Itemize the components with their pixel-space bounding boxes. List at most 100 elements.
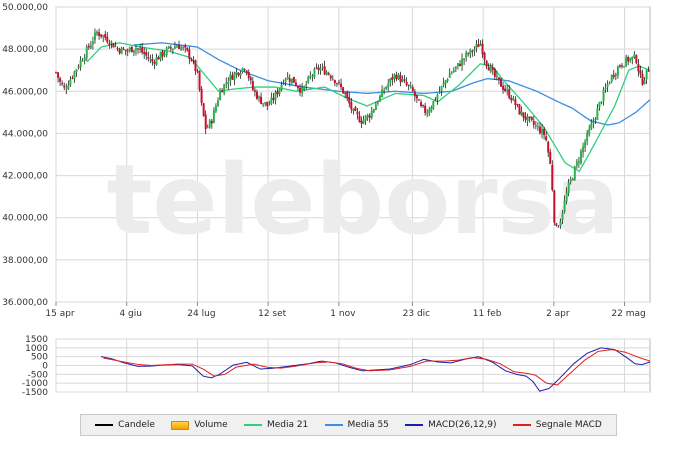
candle-body bbox=[467, 53, 470, 55]
candle-body bbox=[245, 70, 248, 74]
signal-line bbox=[103, 349, 651, 386]
legend-label: Volume bbox=[194, 420, 228, 430]
candle-body bbox=[106, 36, 109, 43]
candle-body bbox=[473, 49, 476, 52]
candle-body bbox=[586, 132, 589, 142]
price-y-tick-label: 42.000,00 bbox=[2, 172, 48, 182]
candle-body bbox=[155, 57, 158, 65]
candle-body bbox=[262, 103, 265, 105]
macd-line bbox=[100, 347, 651, 392]
candle-body bbox=[606, 84, 609, 87]
candle-body bbox=[321, 67, 324, 68]
candle-body bbox=[61, 83, 64, 85]
candle-body bbox=[329, 75, 332, 79]
candle-body bbox=[337, 81, 340, 83]
candle-body bbox=[75, 69, 78, 72]
candle-body bbox=[153, 62, 156, 64]
candle-body bbox=[579, 151, 582, 163]
legend-item-segnale-macd: Segnale MACD bbox=[512, 420, 602, 430]
candle-body bbox=[196, 70, 199, 72]
candle-body bbox=[526, 116, 529, 122]
candle-body bbox=[151, 58, 154, 62]
candle-body bbox=[98, 32, 101, 36]
candle-body bbox=[647, 70, 650, 72]
candle-body bbox=[475, 44, 478, 49]
candle-body bbox=[268, 104, 271, 106]
candle-body bbox=[342, 87, 345, 94]
candle-body bbox=[157, 57, 160, 60]
candle-body bbox=[379, 95, 382, 102]
candle-body bbox=[643, 80, 646, 84]
legend-label: Segnale MACD bbox=[535, 420, 602, 430]
candle-body bbox=[344, 92, 347, 94]
candle-body bbox=[360, 120, 363, 124]
candle-body bbox=[83, 57, 86, 61]
candle-body bbox=[255, 91, 258, 99]
date-x-axis: 15 apr 4 giu 24 lug 12 set 1 nov 23 dic 11 feb… bbox=[45, 302, 646, 319]
candle-body bbox=[184, 45, 187, 48]
legend-item-candele: Candele bbox=[95, 420, 155, 430]
candle-body bbox=[543, 128, 546, 136]
candle-body bbox=[214, 105, 217, 112]
candle-body bbox=[335, 83, 338, 84]
candle-body bbox=[319, 68, 322, 71]
candle-body bbox=[202, 103, 205, 116]
candle-body bbox=[173, 46, 176, 49]
candle-body bbox=[120, 47, 123, 55]
x-tick-label: 12 set bbox=[258, 309, 287, 319]
candle-body bbox=[239, 73, 242, 76]
candle-body bbox=[223, 84, 226, 94]
candle-body bbox=[143, 51, 146, 54]
candle-body bbox=[495, 75, 498, 78]
candle-body bbox=[594, 118, 597, 121]
macd-y-tick-label: 500 bbox=[31, 353, 48, 363]
candle-body bbox=[137, 48, 140, 50]
candle-body bbox=[364, 115, 367, 121]
candle-body bbox=[247, 71, 250, 79]
candle-body bbox=[122, 49, 125, 50]
x-tick-label: 4 giu bbox=[119, 309, 142, 319]
candle-body bbox=[57, 72, 60, 78]
x-tick-label: 24 lug bbox=[187, 309, 215, 319]
candle-body bbox=[604, 88, 607, 90]
candle-body bbox=[399, 75, 402, 83]
candle-body bbox=[514, 99, 517, 106]
candle-body bbox=[79, 60, 82, 68]
candle-body bbox=[147, 56, 150, 59]
candle-body bbox=[629, 58, 632, 61]
candle-body bbox=[258, 96, 261, 99]
candle-body bbox=[530, 117, 533, 121]
candle-body bbox=[409, 86, 412, 88]
legend-swatch-volume bbox=[171, 420, 190, 430]
macd-y-tick-label: -1500 bbox=[22, 388, 48, 398]
candle-body bbox=[194, 60, 197, 72]
candle-body bbox=[551, 164, 554, 191]
candle-body bbox=[450, 72, 453, 74]
price-y-tick-label: 36.000,00 bbox=[2, 298, 48, 308]
candle-body bbox=[534, 125, 537, 127]
macd-gridlines bbox=[55, 338, 650, 393]
candle-body bbox=[417, 99, 420, 101]
candle-body bbox=[175, 46, 178, 48]
candle-body bbox=[592, 121, 595, 124]
price-y-tick-label: 40.000,00 bbox=[2, 214, 48, 224]
candle-body bbox=[282, 82, 285, 84]
candle-body bbox=[637, 64, 640, 72]
candle-body bbox=[485, 60, 488, 67]
ma21-line bbox=[86, 42, 651, 173]
legend-swatch-media-21 bbox=[243, 424, 262, 426]
candle-body bbox=[323, 66, 326, 75]
candle-body bbox=[471, 50, 474, 53]
candle-body bbox=[510, 97, 513, 101]
candle-body bbox=[161, 51, 164, 57]
candle-body bbox=[73, 71, 76, 79]
candle-body bbox=[212, 110, 215, 124]
candle-body bbox=[420, 102, 423, 106]
candle-body bbox=[206, 126, 209, 128]
candle-body bbox=[438, 91, 441, 94]
candle-body bbox=[260, 96, 263, 104]
candle-body bbox=[528, 116, 531, 118]
candle-body bbox=[463, 58, 466, 61]
candle-body bbox=[532, 120, 535, 125]
